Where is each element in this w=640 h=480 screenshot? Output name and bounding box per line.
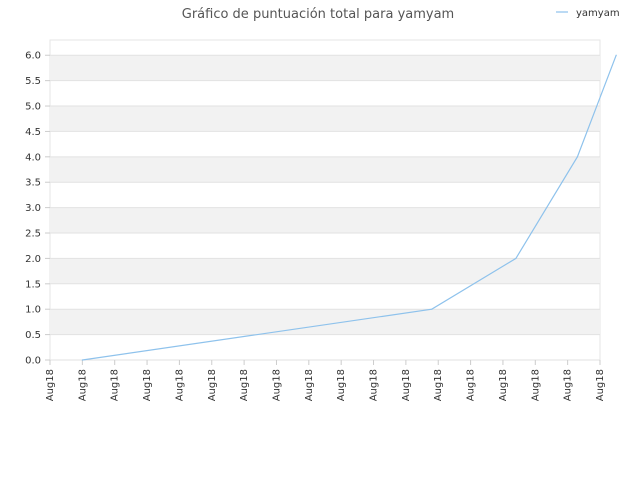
y-tick-label: 4.0 [25,152,41,163]
x-tick-label: Aug18 [271,369,282,401]
data-point [81,359,83,361]
grid-band [50,55,600,81]
grid-band [50,106,600,132]
y-tick-label: 1.5 [25,279,41,290]
x-tick-label: Aug18 [433,369,444,401]
data-point [576,156,578,158]
grid-band [50,156,600,183]
grid-band [50,207,600,234]
x-tick-label: Aug18 [401,369,412,401]
data-point [431,308,433,310]
y-tick-label: 4.5 [25,127,41,138]
x-tick-label: Aug18 [563,369,574,401]
x-tick-label: Aug18 [110,369,121,401]
data-point [615,54,617,56]
x-tick-label: Aug18 [142,369,153,401]
x-tick-label: Aug18 [369,369,380,401]
x-tick-label: Aug18 [530,369,541,401]
data-point [515,257,517,260]
x-tick-label: Aug18 [207,369,218,401]
y-tick-label: 6.0 [25,51,41,62]
x-tick-label: Aug18 [77,369,88,401]
y-tick-label: 3.0 [25,203,41,214]
grid-band [50,258,600,284]
chart-title: Gráfico de puntuación total para yamyam [182,7,454,22]
plot-area: 0.0 0.5 1.0 1.5 2.0 2.5 3.0 3.5 4.0 4.5 5.0 5.5 6.0 A… [25,39,617,401]
y-tick-label: 5.5 [25,76,41,87]
y-tick-label: 0.0 [25,356,41,367]
y-tick-label: 2.0 [25,254,41,265]
x-tick-label: Aug18 [466,369,477,401]
x-tick-label: Aug18 [595,369,606,401]
y-tick-label: 5.0 [25,102,41,113]
y-tick-label: 3.5 [25,178,41,189]
legend-label-yamyam: yamyam [576,8,620,19]
x-tick-label: Aug18 [498,369,509,401]
x-tick-label: Aug18 [45,369,56,401]
y-tick-label: 2.5 [25,229,41,240]
grid-band [50,309,600,335]
legend: yamyam [556,8,620,19]
x-tick-label: Aug18 [304,369,315,401]
y-tick-label: 1.0 [25,305,41,316]
x-tick-label: Aug18 [239,369,250,401]
y-tick-label: 0.5 [25,330,41,341]
x-tick-label: Aug18 [174,369,185,401]
x-tick-label: Aug18 [336,369,347,401]
